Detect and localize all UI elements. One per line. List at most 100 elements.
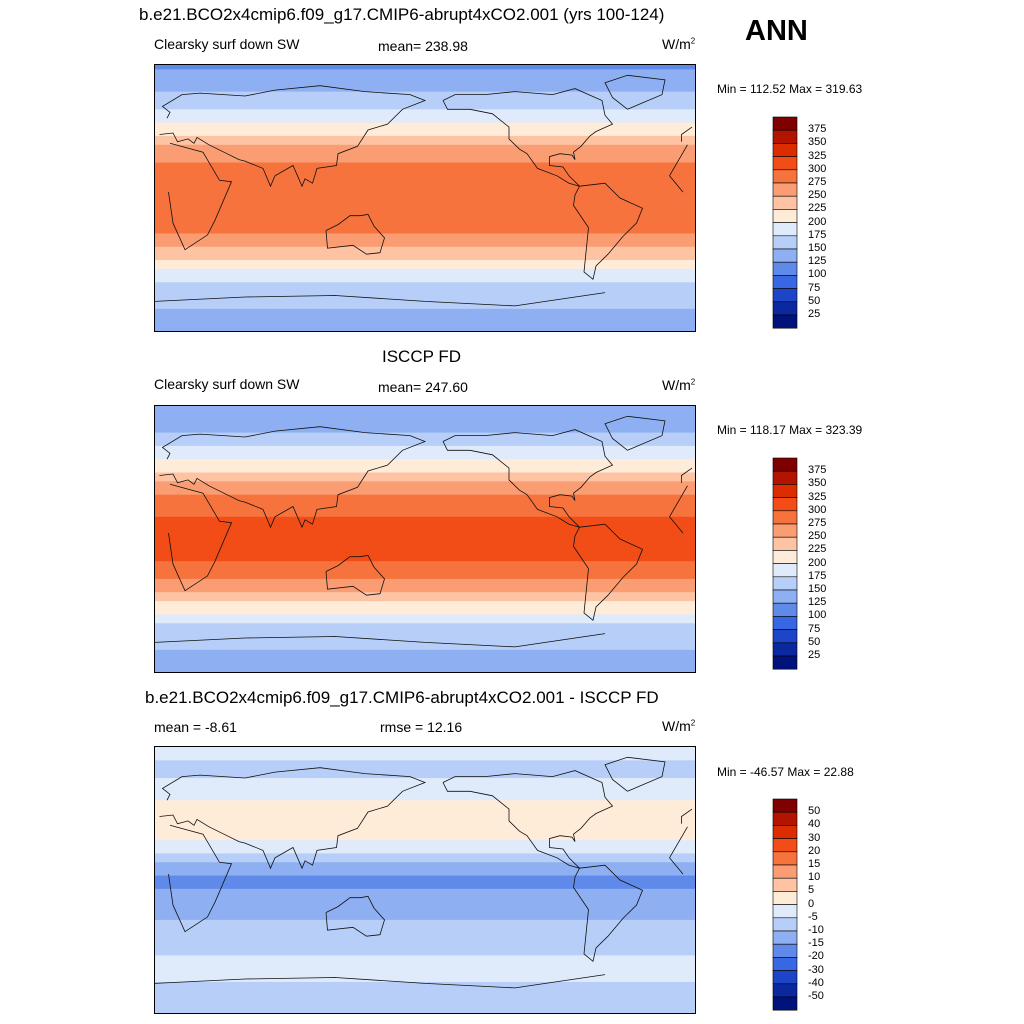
field-band [155,654,695,660]
field-band [155,565,695,571]
colorbar-box [772,930,798,945]
field-band [155,73,695,79]
colorbar-box [772,301,798,316]
field-band [155,91,695,97]
field-band [155,587,695,593]
panel2-variable-label: Clearsky surf down SW [154,376,300,392]
field-band [155,773,695,779]
field-band [155,769,695,775]
colorbar-box [772,970,798,985]
coastline [573,523,644,622]
field-band [155,149,695,155]
field-band [155,897,695,903]
colorbar-box [772,169,798,184]
colorbar-box [772,851,798,866]
field-band [155,419,695,425]
field-band [155,224,695,230]
field-band [155,494,695,500]
field-band [155,778,695,784]
field-band [155,454,695,460]
colorbar-svg [772,798,798,1011]
coastline [168,824,688,933]
colorbar-tick-label: 350 [808,477,827,490]
field-band [155,273,695,279]
panel1-variable-label: Clearsky surf down SW [154,36,300,52]
field-band [155,406,695,412]
field-band [155,578,695,584]
panel1-mean-label: mean= 238.98 [378,38,468,54]
coastline [159,85,693,188]
colorbar-box [772,195,798,210]
colorbar-box [772,497,798,512]
colorbar-box [772,235,798,250]
coastline [604,415,666,451]
panel3-units: W/m2 [662,718,696,734]
field-band [155,428,695,434]
colorbar-tick-label: -5 [808,910,818,923]
field-band [155,507,695,513]
colorbar-box [772,917,798,932]
coastline [325,554,385,596]
colorbar-tick-label: 300 [808,503,827,516]
field-band [155,215,695,221]
coastline [155,292,606,307]
field-band [155,295,695,301]
field-band [155,220,695,226]
colorbar-tick-label: 300 [808,162,827,175]
colorbar-tick-label: 150 [808,242,827,254]
colorbar-tick-label: 200 [808,215,827,228]
field-band [155,485,695,491]
colorbar-box [772,314,798,329]
field-band [155,751,695,757]
coastline [573,864,644,963]
field-band [155,853,695,859]
field-band [155,915,695,921]
field-band [155,835,695,841]
field-band [155,175,695,181]
field-band [155,423,695,429]
field-band [155,543,695,549]
field-band [155,260,695,266]
field-band [155,277,695,283]
field-band [155,82,695,88]
field-band [155,521,695,527]
colorbar-box [772,470,798,485]
field-band [155,840,695,846]
colorbar-box [772,983,798,998]
field-band [155,286,695,292]
colorbar-tick-label: 50 [808,805,821,818]
colorbar-tick-label: 50 [808,294,821,307]
field-band [155,189,695,195]
field-band [155,255,695,261]
field-band [155,171,695,177]
field-band [155,202,695,208]
colorbar-box [772,523,798,538]
field-band [155,525,695,531]
colorbar-box [772,655,798,670]
field-band [155,166,695,172]
field-band [155,911,695,917]
field-band [155,937,695,943]
field-band [155,65,695,71]
colorbar-tick-label: 375 [808,464,827,477]
field-band [155,233,695,239]
colorbar-box [772,957,798,971]
field-band [155,472,695,478]
coastline [325,213,385,255]
colorbar-tick-label: 100 [808,609,827,622]
colorbar-tick-label: 325 [808,490,827,503]
field-band [155,831,695,837]
field-band [155,786,695,792]
field-band [155,880,695,886]
panel2-mean-label: mean= 247.60 [378,379,468,395]
panel3-map [154,746,696,1014]
field-band [155,592,695,598]
colorbar-tick-label: 100 [808,268,827,281]
field-band [155,211,695,217]
colorbar-tick-label: 20 [808,844,821,857]
colorbar-box [772,616,798,630]
colorbar-tick-label: 25 [808,649,821,661]
field-band [155,627,695,633]
colorbar-box [772,904,798,919]
colorbar-tick-label: -10 [808,924,824,936]
